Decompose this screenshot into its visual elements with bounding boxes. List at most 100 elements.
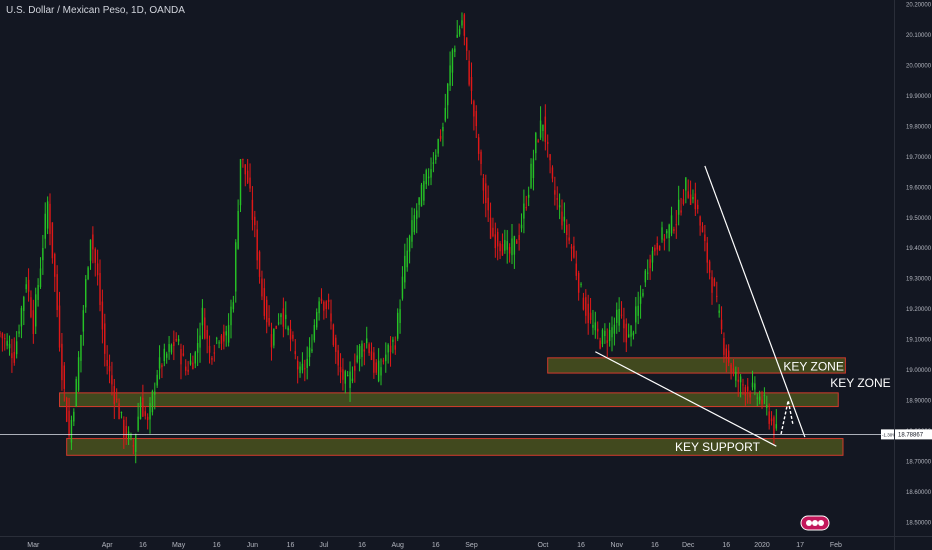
candle bbox=[444, 93, 447, 123]
candle bbox=[92, 226, 94, 264]
candle bbox=[44, 202, 46, 249]
candle bbox=[763, 387, 766, 405]
candle bbox=[518, 223, 520, 251]
candle bbox=[354, 353, 356, 383]
time-axis[interactable]: Mar Apr 16 May 16 Jun 16 Jul 16 Aug 16 Sep Oct 16 Nov 1… bbox=[27, 542, 842, 549]
candle bbox=[296, 356, 299, 384]
candle bbox=[661, 221, 663, 243]
candle bbox=[313, 319, 316, 343]
candle bbox=[94, 247, 96, 277]
events-flag-icon[interactable] bbox=[800, 515, 830, 531]
candle bbox=[423, 173, 425, 206]
candle bbox=[230, 299, 232, 339]
candle bbox=[120, 411, 123, 419]
price-axis[interactable]: 20.20000 20.10000 20.00000 19.90000 19.80000… bbox=[906, 3, 932, 527]
candle bbox=[754, 376, 756, 396]
candle bbox=[237, 199, 239, 250]
candle bbox=[335, 334, 337, 364]
candle bbox=[196, 328, 199, 367]
candle bbox=[318, 297, 320, 321]
candle bbox=[651, 246, 654, 272]
y-tick-label: 20.00000 bbox=[906, 63, 932, 69]
candle bbox=[713, 277, 716, 287]
candle bbox=[618, 297, 620, 332]
candle bbox=[308, 337, 311, 367]
candle bbox=[513, 235, 516, 269]
y-tick-label: 19.10000 bbox=[906, 338, 932, 344]
candle bbox=[430, 157, 432, 186]
candle bbox=[399, 299, 401, 334]
candle bbox=[232, 295, 235, 313]
x-tick-label: Jun bbox=[247, 542, 258, 549]
candle bbox=[685, 177, 687, 204]
candle bbox=[11, 338, 13, 373]
y-tick-label: 19.40000 bbox=[906, 246, 932, 252]
candle bbox=[225, 325, 227, 347]
x-tick-label: 17 bbox=[796, 542, 804, 549]
candle bbox=[192, 355, 194, 370]
candle bbox=[744, 384, 747, 406]
candle bbox=[323, 300, 325, 320]
candle bbox=[582, 292, 585, 311]
y-tick-label: 19.30000 bbox=[906, 277, 932, 283]
candle bbox=[277, 313, 280, 326]
candle bbox=[606, 328, 608, 358]
candle bbox=[358, 343, 361, 372]
candle bbox=[292, 331, 294, 342]
candle bbox=[730, 362, 732, 380]
candle bbox=[535, 131, 537, 161]
candle bbox=[382, 357, 385, 365]
candle bbox=[151, 389, 154, 416]
candle bbox=[644, 268, 647, 287]
candle bbox=[173, 330, 175, 361]
candle bbox=[587, 294, 589, 335]
y-tick-label: 19.60000 bbox=[906, 185, 932, 191]
candle bbox=[706, 236, 708, 274]
candle bbox=[370, 342, 373, 361]
candle bbox=[268, 305, 270, 327]
x-tick-label: 16 bbox=[722, 542, 730, 549]
candle bbox=[189, 353, 192, 366]
candle bbox=[8, 335, 11, 356]
candle bbox=[361, 340, 363, 367]
candle bbox=[737, 367, 739, 397]
candle bbox=[394, 336, 397, 355]
candle bbox=[1, 332, 4, 352]
candle bbox=[551, 165, 554, 183]
candle bbox=[654, 244, 656, 256]
candle bbox=[496, 228, 499, 261]
candle bbox=[630, 325, 632, 347]
candle bbox=[235, 239, 237, 303]
candle bbox=[520, 213, 523, 233]
candle bbox=[154, 382, 156, 410]
candle bbox=[37, 278, 39, 307]
candle bbox=[751, 370, 754, 391]
y-tick-label: 19.70000 bbox=[906, 155, 932, 161]
candle bbox=[749, 390, 751, 404]
y-tick-label: 18.70000 bbox=[906, 459, 932, 465]
candle bbox=[356, 345, 358, 364]
price-change-badge bbox=[881, 429, 894, 440]
y-tick-label: 18.60000 bbox=[906, 490, 932, 496]
x-tick-label: Apr bbox=[102, 542, 114, 549]
candle bbox=[718, 304, 720, 318]
candle bbox=[316, 308, 318, 330]
candle bbox=[182, 345, 185, 357]
candle bbox=[561, 199, 563, 230]
y-tick-label: 19.20000 bbox=[906, 307, 932, 313]
candle bbox=[187, 361, 189, 375]
candle bbox=[570, 243, 573, 262]
candle bbox=[54, 252, 56, 292]
candle bbox=[261, 270, 263, 301]
candle bbox=[463, 13, 466, 46]
candle bbox=[594, 311, 597, 339]
candle bbox=[411, 207, 413, 249]
candle bbox=[580, 282, 582, 288]
candle bbox=[118, 398, 120, 420]
candle bbox=[299, 361, 301, 378]
candle bbox=[396, 308, 399, 342]
candle bbox=[427, 168, 430, 186]
candle bbox=[306, 346, 308, 380]
candle bbox=[506, 230, 508, 264]
